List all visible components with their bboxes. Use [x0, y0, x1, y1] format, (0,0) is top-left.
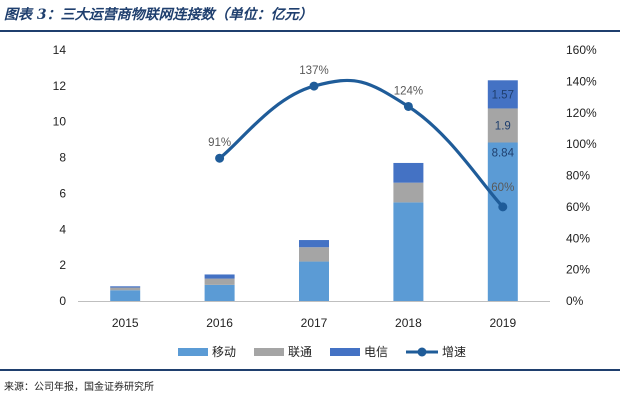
y-left-tick-label: 0 [59, 294, 66, 308]
bar-移动 [299, 261, 329, 301]
legend-marker-增速 [417, 347, 427, 357]
y-left-tick-label: 12 [53, 79, 67, 93]
y-left-tick-label: 2 [59, 258, 66, 272]
bar-电信 [299, 240, 329, 248]
bar-联通 [110, 287, 141, 291]
line-data-label: 124% [394, 85, 423, 97]
y-right-tick-label: 20% [566, 263, 590, 277]
x-tick-label: 2015 [112, 316, 139, 330]
bar-电信 [204, 274, 235, 279]
line-增速 [218, 78, 504, 208]
bar-电信 [110, 286, 141, 288]
bar-联通 [299, 247, 329, 262]
x-tick-label: 2019 [489, 316, 516, 330]
source-note: 来源：公司年报，国金证券研究所 [4, 382, 154, 393]
x-tick-label: 2016 [206, 316, 233, 330]
line-point [309, 81, 319, 91]
y-right-tick-label: 160% [566, 43, 597, 57]
y-left-tick-label: 4 [59, 222, 66, 236]
chart-title: 图表 3：三大运营商物联网连接数（单位：亿元） [4, 7, 313, 23]
bar-data-label: 8.84 [492, 148, 515, 160]
line-data-label: 137% [299, 65, 328, 77]
y-right-tick-label: 40% [566, 231, 590, 245]
y-right-tick-label: 100% [566, 137, 597, 151]
legend-label-移动: 移动 [212, 345, 236, 359]
legend-label-增速: 增速 [442, 345, 466, 359]
bar-data-label: 1.9 [495, 120, 511, 132]
y-left-tick-label: 14 [53, 43, 67, 57]
bar-移动 [110, 290, 141, 301]
bar-联通 [393, 182, 424, 203]
line-data-label: 91% [208, 137, 231, 149]
legend-label-联通: 联通 [288, 345, 312, 359]
bar-data-label: 1.57 [492, 89, 514, 101]
y-right-tick-label: 140% [566, 74, 597, 88]
legend-label-电信: 电信 [364, 345, 388, 359]
x-tick-label: 2018 [395, 316, 422, 330]
line-data-label: 60% [491, 182, 514, 194]
line-point [403, 101, 413, 111]
y-left-tick-label: 8 [59, 151, 66, 165]
bar-移动 [204, 284, 235, 301]
bar-电信 [487, 80, 518, 109]
line-point [498, 202, 508, 212]
bar-移动 [393, 202, 424, 301]
y-left-tick-label: 6 [59, 186, 66, 200]
y-left-tick-label: 10 [53, 115, 67, 129]
bar-联通 [204, 278, 235, 285]
bar-移动 [487, 142, 518, 301]
y-right-tick-label: 80% [566, 169, 590, 183]
bar-电信 [393, 162, 424, 183]
legend-swatch-联通 [254, 348, 284, 356]
bar-联通 [487, 108, 518, 143]
y-right-tick-label: 60% [566, 200, 590, 214]
y-right-tick-label: 120% [566, 106, 597, 120]
legend-swatch-移动 [178, 348, 208, 356]
legend-swatch-电信 [330, 348, 360, 356]
footer-rule [0, 369, 620, 371]
y-right-tick-label: 0% [566, 294, 584, 308]
line-point [215, 153, 225, 163]
x-tick-label: 2017 [301, 316, 328, 330]
title-rule [0, 30, 620, 32]
